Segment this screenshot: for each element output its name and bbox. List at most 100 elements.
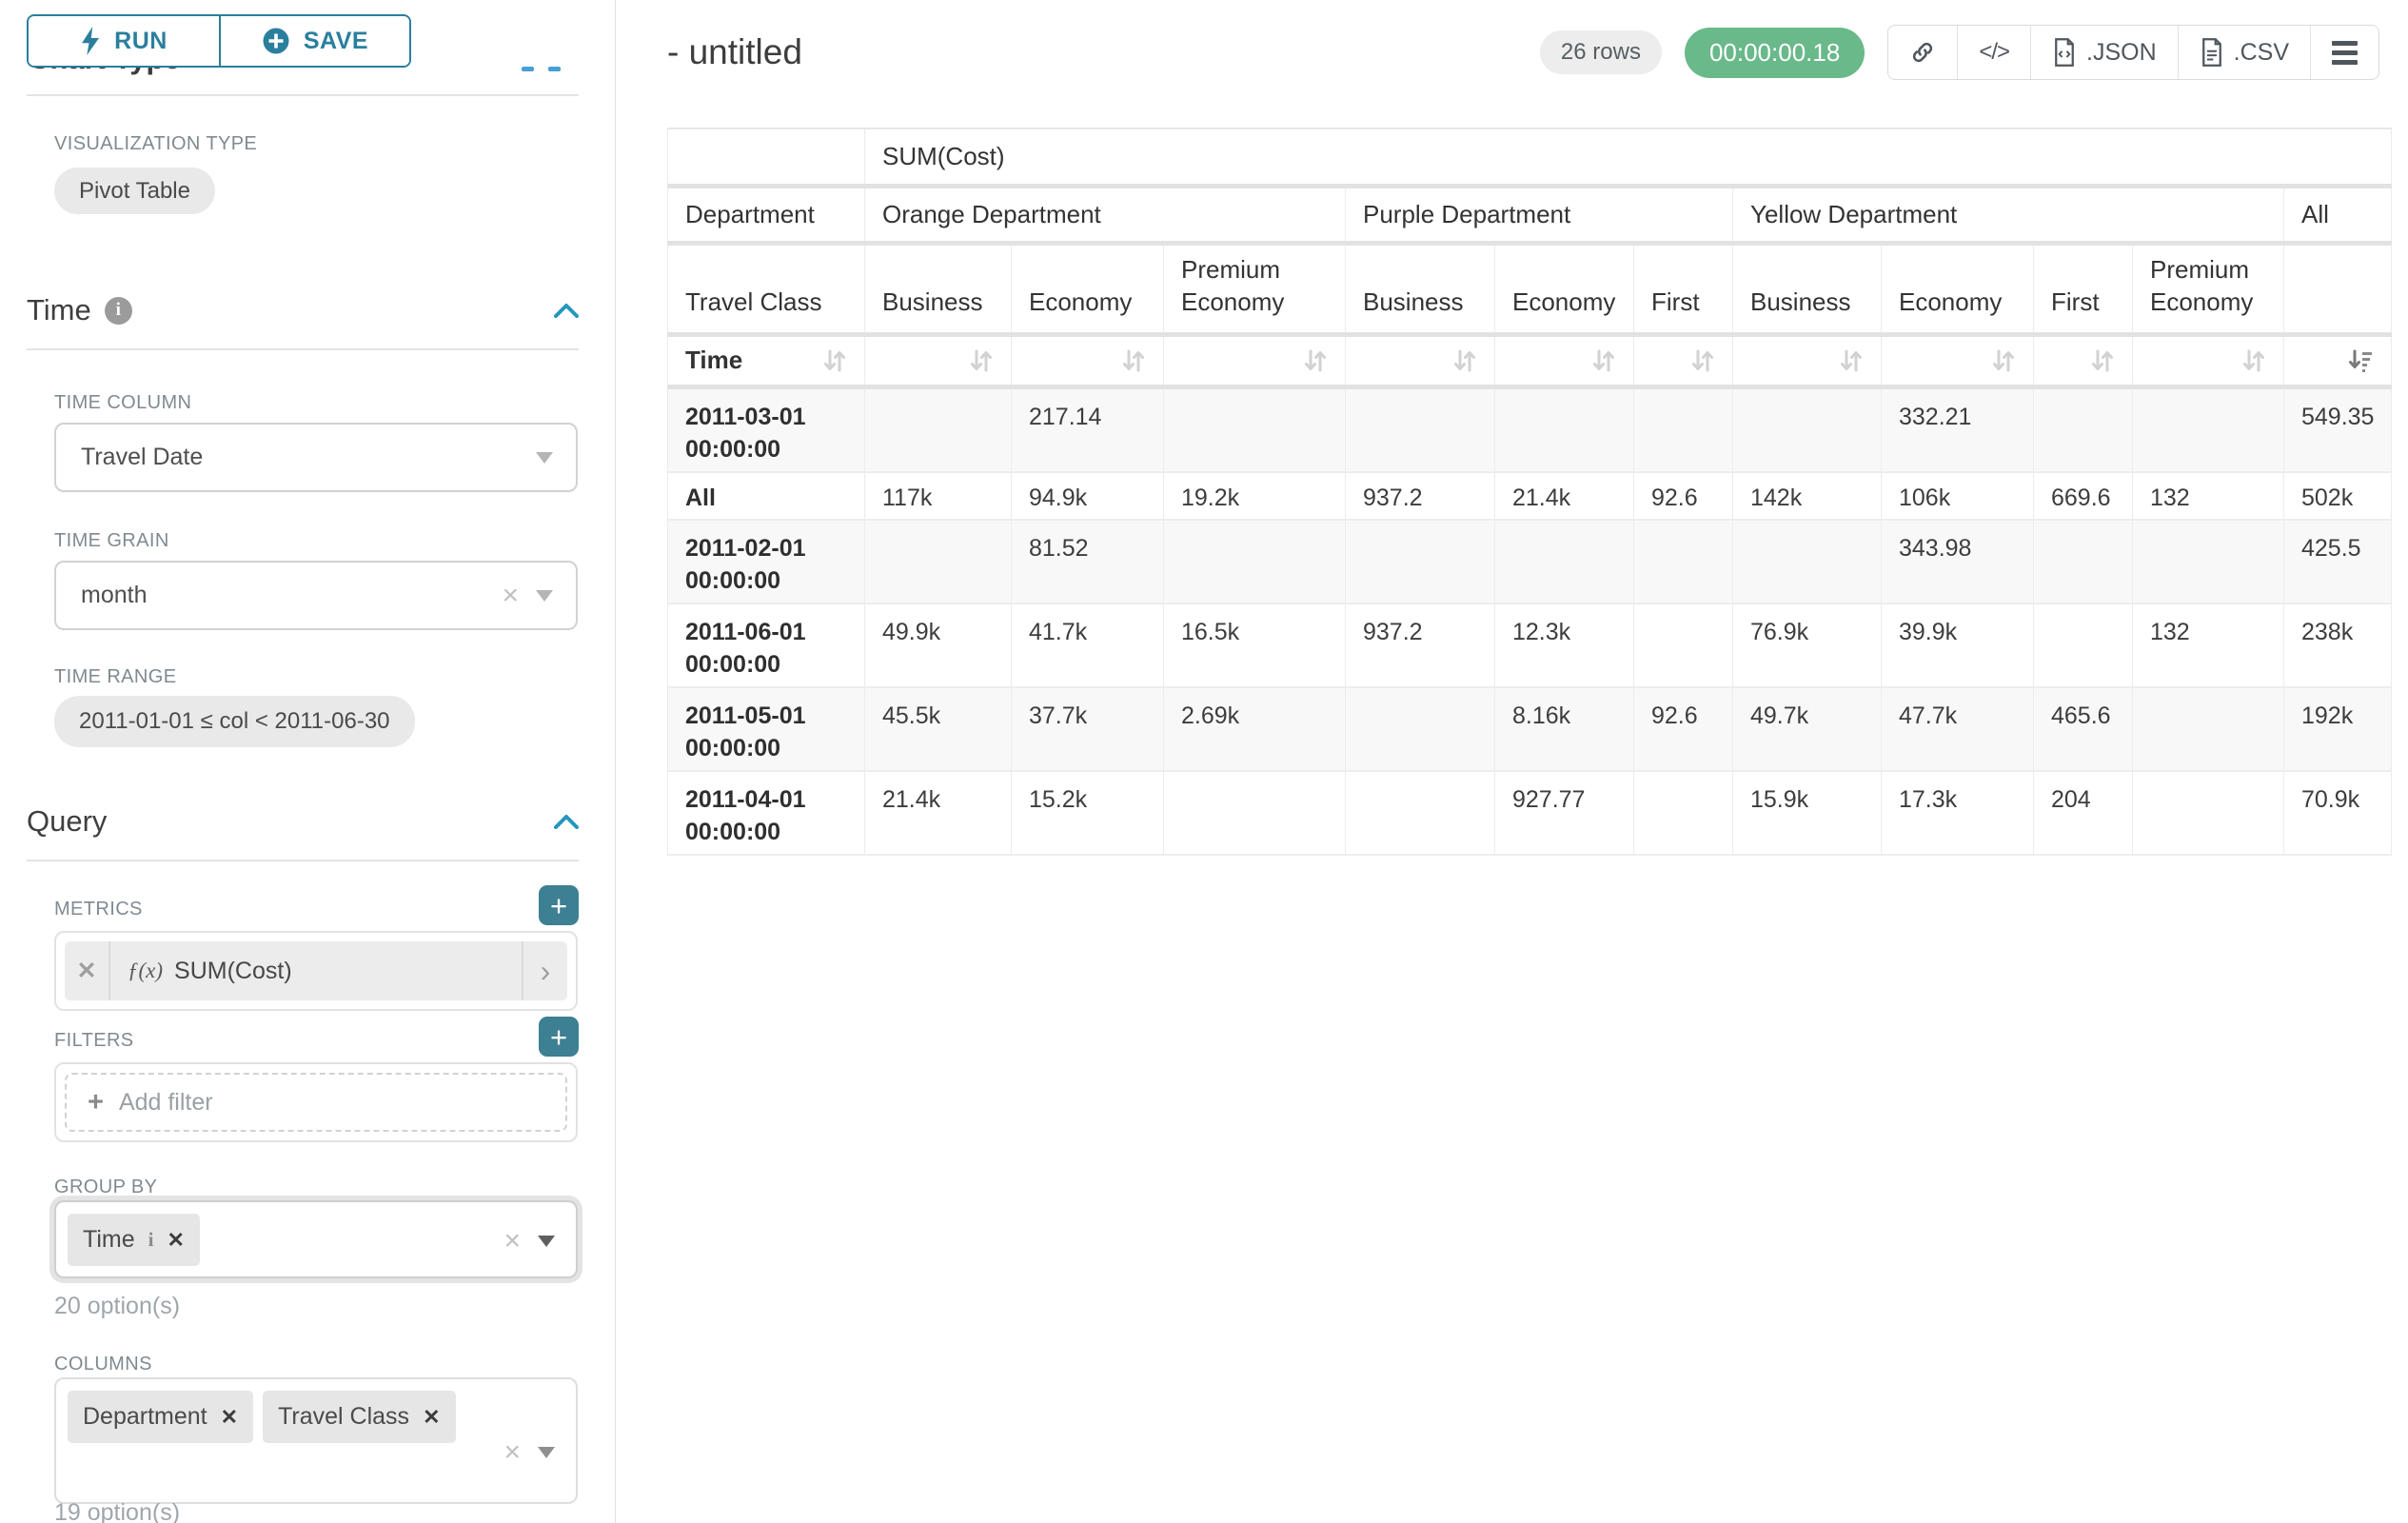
sort-cell[interactable] — [1732, 334, 1882, 389]
remove-tag-icon[interactable]: ✕ — [167, 1227, 185, 1252]
caret-down-icon[interactable] — [538, 1236, 555, 1247]
menu-button[interactable] — [2310, 26, 2378, 79]
clear-icon[interactable]: × — [503, 1225, 521, 1256]
travel-class-header: Premium Economy — [2132, 243, 2284, 337]
run-button-label: RUN — [114, 27, 168, 54]
pivot-cell: 70.9k — [2283, 770, 2393, 856]
embed-code-button[interactable]: </> — [1957, 26, 2031, 79]
save-button[interactable]: SAVE — [219, 16, 409, 66]
time-grain-label: TIME GRAIN — [54, 530, 169, 551]
sort-icon[interactable] — [2241, 348, 2266, 373]
time-range-label: TIME RANGE — [54, 666, 177, 687]
pivot-row: 2011-04-01 00:00:00 21.4k 15.2k 927.77 15.9k… — [667, 770, 2393, 856]
sort-desc-icon[interactable] — [2347, 348, 2374, 373]
columns-options-note: 19 option(s) — [54, 1499, 181, 1523]
time-range-value[interactable]: 2011-01-01 ≤ col < 2011-06-30 — [54, 696, 415, 747]
pivot-cell — [1163, 770, 1346, 856]
pivot-cell: 39.9k — [1881, 603, 2034, 688]
remove-tag-icon[interactable]: ✕ — [220, 1404, 239, 1429]
row-label: 2011-02-01 00:00:00 — [667, 519, 865, 604]
time-column-value: Travel Date — [81, 444, 204, 470]
travel-class-header: Economy — [1881, 243, 2034, 337]
sort-cell[interactable] — [864, 334, 1012, 389]
pivot-cell: 343.98 — [1881, 519, 2034, 604]
group-by-tag: Time i ✕ — [68, 1214, 200, 1266]
pivot-cell: 465.6 — [2033, 686, 2133, 772]
share-link-button[interactable] — [1888, 26, 1958, 79]
pivot-cell — [1163, 519, 1346, 604]
sort-icon[interactable] — [1991, 348, 2016, 373]
pivot-cell — [1345, 686, 1495, 772]
pivot-row: 2011-06-01 00:00:00 49.9k 41.7k 16.5k 937.2 1… — [667, 603, 2393, 688]
export-csv-button[interactable]: .CSV — [2177, 26, 2310, 79]
pivot-cell: 45.5k — [864, 686, 1012, 772]
pivot-cell — [2033, 386, 2133, 473]
time-grain-select[interactable]: month × — [54, 561, 578, 630]
pivot-cell — [1345, 770, 1495, 856]
chevron-right-icon[interactable]: › — [522, 941, 567, 1000]
viz-type-label: VISUALIZATION TYPE — [54, 133, 258, 154]
sort-cell[interactable] — [1633, 334, 1733, 389]
clear-icon[interactable]: × — [503, 1436, 521, 1468]
export-json-button[interactable]: .JSON — [2030, 26, 2178, 79]
time-column-select[interactable]: Travel Date — [54, 423, 578, 492]
sort-icon[interactable] — [969, 348, 994, 373]
run-button[interactable]: RUN — [29, 16, 219, 66]
plus-icon: + — [88, 1086, 104, 1118]
sort-icon[interactable] — [822, 348, 847, 373]
sort-icon[interactable] — [1839, 348, 1864, 373]
divider — [27, 94, 579, 96]
sort-icon[interactable] — [1452, 348, 1477, 373]
add-filter-button[interactable]: + — [539, 1017, 579, 1057]
pivot-cell: 15.9k — [1732, 770, 1882, 856]
chart-title[interactable]: - untitled — [667, 32, 802, 71]
clipped-icon — [522, 67, 534, 71]
metric-item[interactable]: ✕ ƒ(x) SUM(Cost) › — [65, 941, 567, 1000]
pivot-cell: 502k — [2283, 471, 2393, 521]
sort-icon[interactable] — [1121, 348, 1146, 373]
time-section-header[interactable]: Time i — [27, 293, 579, 327]
columns-select[interactable]: Department ✕ Travel Class ✕ × — [54, 1377, 578, 1504]
export-json-label: .JSON — [2086, 38, 2157, 66]
sort-cell[interactable] — [1011, 334, 1164, 389]
chevron-up-icon[interactable] — [554, 303, 579, 318]
columns-tag: Department ✕ — [68, 1391, 254, 1443]
pivot-cell — [1633, 770, 1733, 856]
info-icon: i — [148, 1228, 154, 1251]
sort-cell[interactable] — [2283, 334, 2393, 389]
add-filter-dropzone[interactable]: + Add filter — [65, 1073, 567, 1132]
pivot-cell — [2132, 686, 2284, 772]
pivot-cell: 2.69k — [1163, 686, 1346, 772]
sort-cell[interactable] — [1494, 334, 1634, 389]
travel-class-header: First — [1633, 243, 1733, 337]
viz-type-value[interactable]: Pivot Table — [54, 168, 215, 214]
group-by-select[interactable]: Time i ✕ × — [54, 1200, 578, 1278]
remove-metric-icon[interactable]: ✕ — [65, 941, 110, 1000]
columns-tag: Travel Class ✕ — [263, 1391, 456, 1443]
travel-class-header-row: Travel Class Business Economy Premium Econo… — [667, 243, 2393, 337]
pivot-cell: 76.9k — [1732, 603, 1882, 688]
info-icon: i — [104, 296, 132, 325]
sort-cell[interactable] — [1163, 334, 1346, 389]
sort-icon[interactable] — [2090, 348, 2115, 373]
sort-cell[interactable] — [2033, 334, 2133, 389]
sort-icon[interactable] — [1591, 348, 1616, 373]
pivot-cell — [1345, 386, 1495, 473]
clear-icon[interactable]: × — [502, 579, 519, 611]
caret-down-icon — [536, 451, 553, 464]
pivot-cell: 49.9k — [864, 603, 1012, 688]
row-label: 2011-04-01 00:00:00 — [667, 770, 865, 856]
pivot-cell: 16.5k — [1163, 603, 1346, 688]
query-section-header[interactable]: Query — [27, 804, 579, 839]
pivot-cell: 21.4k — [864, 770, 1012, 856]
remove-tag-icon[interactable]: ✕ — [423, 1404, 441, 1429]
caret-down-icon[interactable] — [538, 1447, 555, 1458]
add-metric-button[interactable]: + — [539, 885, 579, 925]
sort-cell[interactable] — [2132, 334, 2284, 389]
chevron-up-icon[interactable] — [554, 814, 579, 829]
sort-cell[interactable] — [1881, 334, 2034, 389]
sort-icon[interactable] — [1690, 348, 1715, 373]
sort-icon[interactable] — [1303, 348, 1328, 373]
sort-cell[interactable] — [1345, 334, 1495, 389]
tag-label: Travel Class — [278, 1403, 410, 1430]
